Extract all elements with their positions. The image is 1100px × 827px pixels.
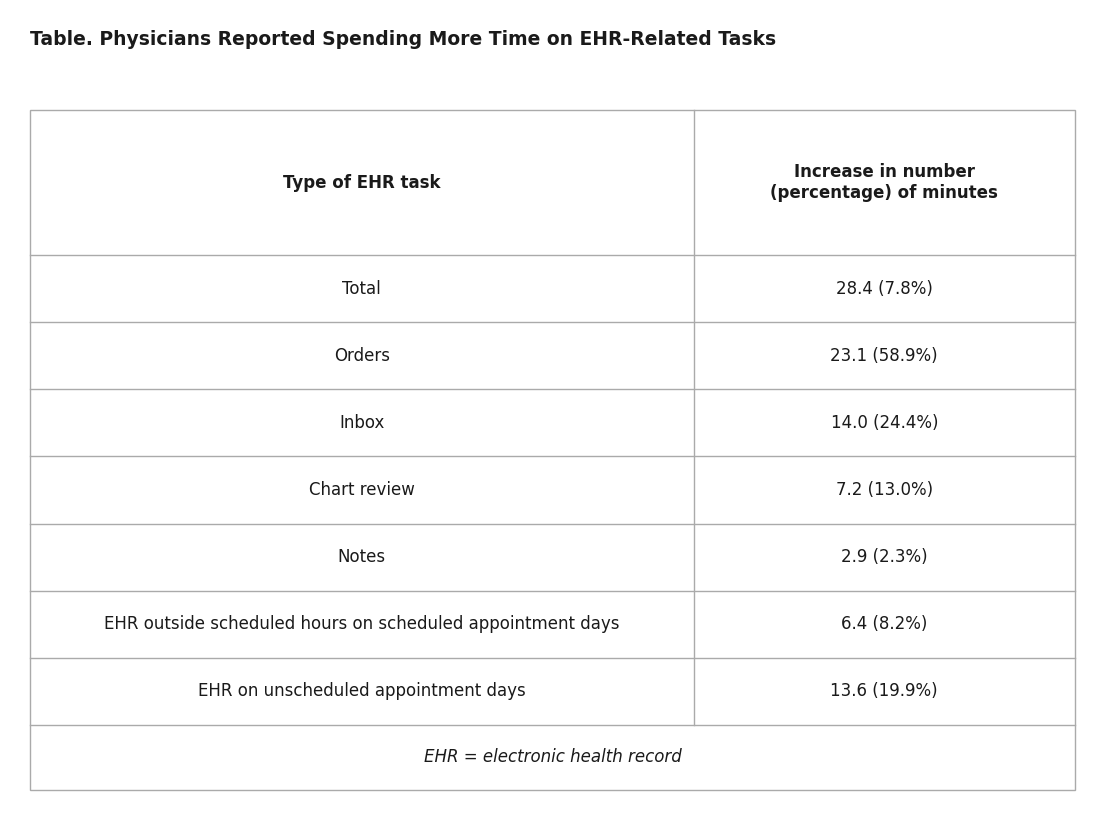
Bar bbox=[30, 110, 1075, 790]
Text: Type of EHR task: Type of EHR task bbox=[283, 174, 440, 192]
Text: Increase in number
(percentage) of minutes: Increase in number (percentage) of minut… bbox=[770, 163, 998, 202]
Text: 13.6 (19.9%): 13.6 (19.9%) bbox=[830, 682, 938, 700]
Text: 7.2 (13.0%): 7.2 (13.0%) bbox=[836, 481, 933, 499]
Text: EHR on unscheduled appointment days: EHR on unscheduled appointment days bbox=[198, 682, 526, 700]
Text: EHR outside scheduled hours on scheduled appointment days: EHR outside scheduled hours on scheduled… bbox=[104, 615, 619, 633]
Text: 23.1 (58.9%): 23.1 (58.9%) bbox=[830, 347, 938, 365]
Text: 6.4 (8.2%): 6.4 (8.2%) bbox=[842, 615, 927, 633]
Text: Inbox: Inbox bbox=[339, 414, 385, 432]
Text: Orders: Orders bbox=[333, 347, 389, 365]
Text: 28.4 (7.8%): 28.4 (7.8%) bbox=[836, 280, 933, 298]
Text: 2.9 (2.3%): 2.9 (2.3%) bbox=[842, 548, 927, 566]
Text: EHR = electronic health record: EHR = electronic health record bbox=[424, 748, 681, 767]
Text: Total: Total bbox=[342, 280, 382, 298]
Text: 14.0 (24.4%): 14.0 (24.4%) bbox=[830, 414, 938, 432]
Text: Chart review: Chart review bbox=[309, 481, 415, 499]
Text: Table. Physicians Reported Spending More Time on EHR-Related Tasks: Table. Physicians Reported Spending More… bbox=[30, 30, 777, 49]
Text: Notes: Notes bbox=[338, 548, 386, 566]
